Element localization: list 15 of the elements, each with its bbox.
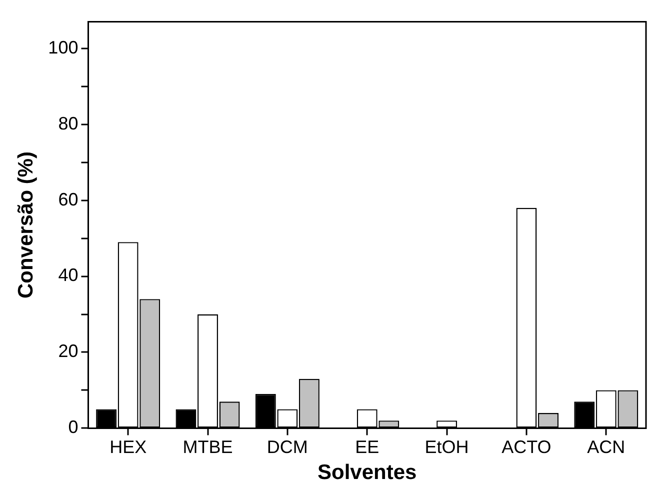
- x-tick-label: MTBE: [182, 436, 233, 457]
- y-tick-label: 20: [58, 341, 78, 362]
- x-tick-label: HEX: [110, 436, 147, 457]
- y-tick-label: 100: [48, 37, 78, 58]
- x-tick-label: EE: [355, 436, 380, 457]
- x-tick-label: ACTO: [502, 436, 552, 457]
- y-axis-title: Conversão (%): [14, 151, 38, 299]
- y-tick-label: 80: [58, 113, 78, 134]
- x-tick-label: ACN: [587, 436, 626, 457]
- y-tick-label: 0: [68, 417, 78, 438]
- x-axis-title: Solventes: [318, 461, 417, 484]
- y-tick-label: 60: [58, 189, 78, 210]
- x-tick-label: EtOH: [424, 436, 469, 457]
- x-tick-label: DCM: [266, 436, 308, 457]
- y-tick-label: 40: [58, 265, 78, 286]
